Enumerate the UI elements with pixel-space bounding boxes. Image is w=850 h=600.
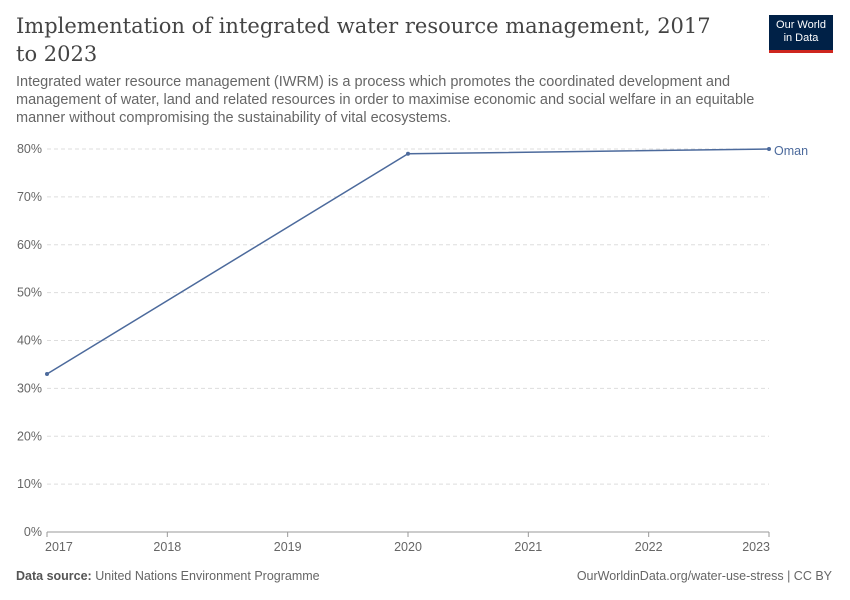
- logo-line-1: Our World: [776, 19, 826, 31]
- logo-line-2: in Data: [783, 32, 819, 44]
- data-point[interactable]: [45, 372, 49, 377]
- owid-logo[interactable]: Our World in Data: [769, 15, 833, 53]
- source-label: Data source:: [16, 569, 92, 583]
- series-layer: Oman: [45, 144, 808, 377]
- grid-layer: [47, 148, 769, 485]
- axis-layer: 0% 10% 20% 30% 40% 50% 60% 70% 80% 2017 2018 2019 20…: [17, 142, 770, 554]
- y-tick-label: 20%: [17, 429, 42, 443]
- y-tick-label: 30%: [17, 381, 42, 395]
- x-tick-label: 2020: [394, 540, 422, 554]
- chart-title: Implementation of integrated water resou…: [16, 14, 711, 66]
- y-tick-label: 80%: [17, 142, 42, 156]
- y-tick-label: 10%: [17, 477, 42, 491]
- y-tick-label: 40%: [17, 334, 42, 348]
- chart-subtitle: Integrated water resource management (IW…: [16, 74, 755, 126]
- y-tick-label: 0%: [24, 525, 42, 539]
- footer-source: Data source: United Nations Environment …: [16, 569, 320, 583]
- source-text[interactable]: United Nations Environment Programme: [95, 569, 320, 583]
- x-tick-label: 2023: [742, 540, 770, 554]
- data-point[interactable]: [767, 147, 771, 151]
- footer-url[interactable]: OurWorldinData.org/water-use-stress | CC…: [576, 569, 832, 583]
- x-tick-label: 2019: [274, 540, 302, 554]
- data-point[interactable]: [406, 151, 410, 156]
- x-tick-label: 2021: [514, 540, 542, 554]
- series-label[interactable]: Oman: [774, 144, 808, 158]
- y-tick-label: 70%: [17, 190, 42, 204]
- y-tick-label: 60%: [17, 238, 42, 252]
- y-tick-label: 50%: [17, 286, 42, 300]
- x-tick-label: 2018: [153, 540, 181, 554]
- x-tick-label: 2022: [635, 540, 663, 554]
- x-tick-label: 2017: [45, 540, 73, 554]
